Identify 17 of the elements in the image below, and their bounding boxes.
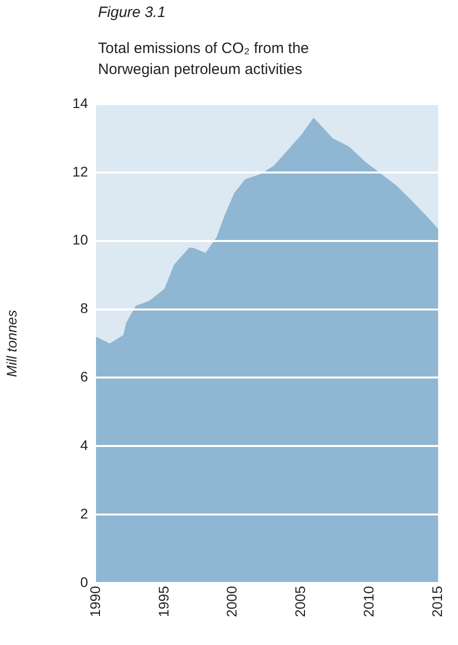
x-tick-label: 2015 xyxy=(429,586,446,618)
y-tick-label: 10 xyxy=(72,232,88,248)
y-tick-label: 14 xyxy=(72,94,88,111)
y-tick-label: 8 xyxy=(80,300,88,316)
y-tick-label: 6 xyxy=(80,368,88,385)
y-tick-label: 4 xyxy=(80,437,88,453)
x-tick-label: 2000 xyxy=(224,586,240,618)
x-tick-label: 1990 xyxy=(86,586,103,618)
chart-subtitle: Total emissions of CO₂ from the Norwegian petroleum activities xyxy=(98,39,310,80)
chart-title: Figure 3.1 xyxy=(98,4,166,21)
x-tick-label: 2010 xyxy=(360,586,377,618)
y-axis-title: Mill tonnes xyxy=(3,310,20,377)
y-tick-label: 12 xyxy=(72,163,88,180)
x-tick-label: 2005 xyxy=(292,586,308,618)
x-tick-label: 1995 xyxy=(155,586,172,618)
y-tick-label: 2 xyxy=(80,505,88,522)
y-tick-label: 0 xyxy=(80,574,88,590)
